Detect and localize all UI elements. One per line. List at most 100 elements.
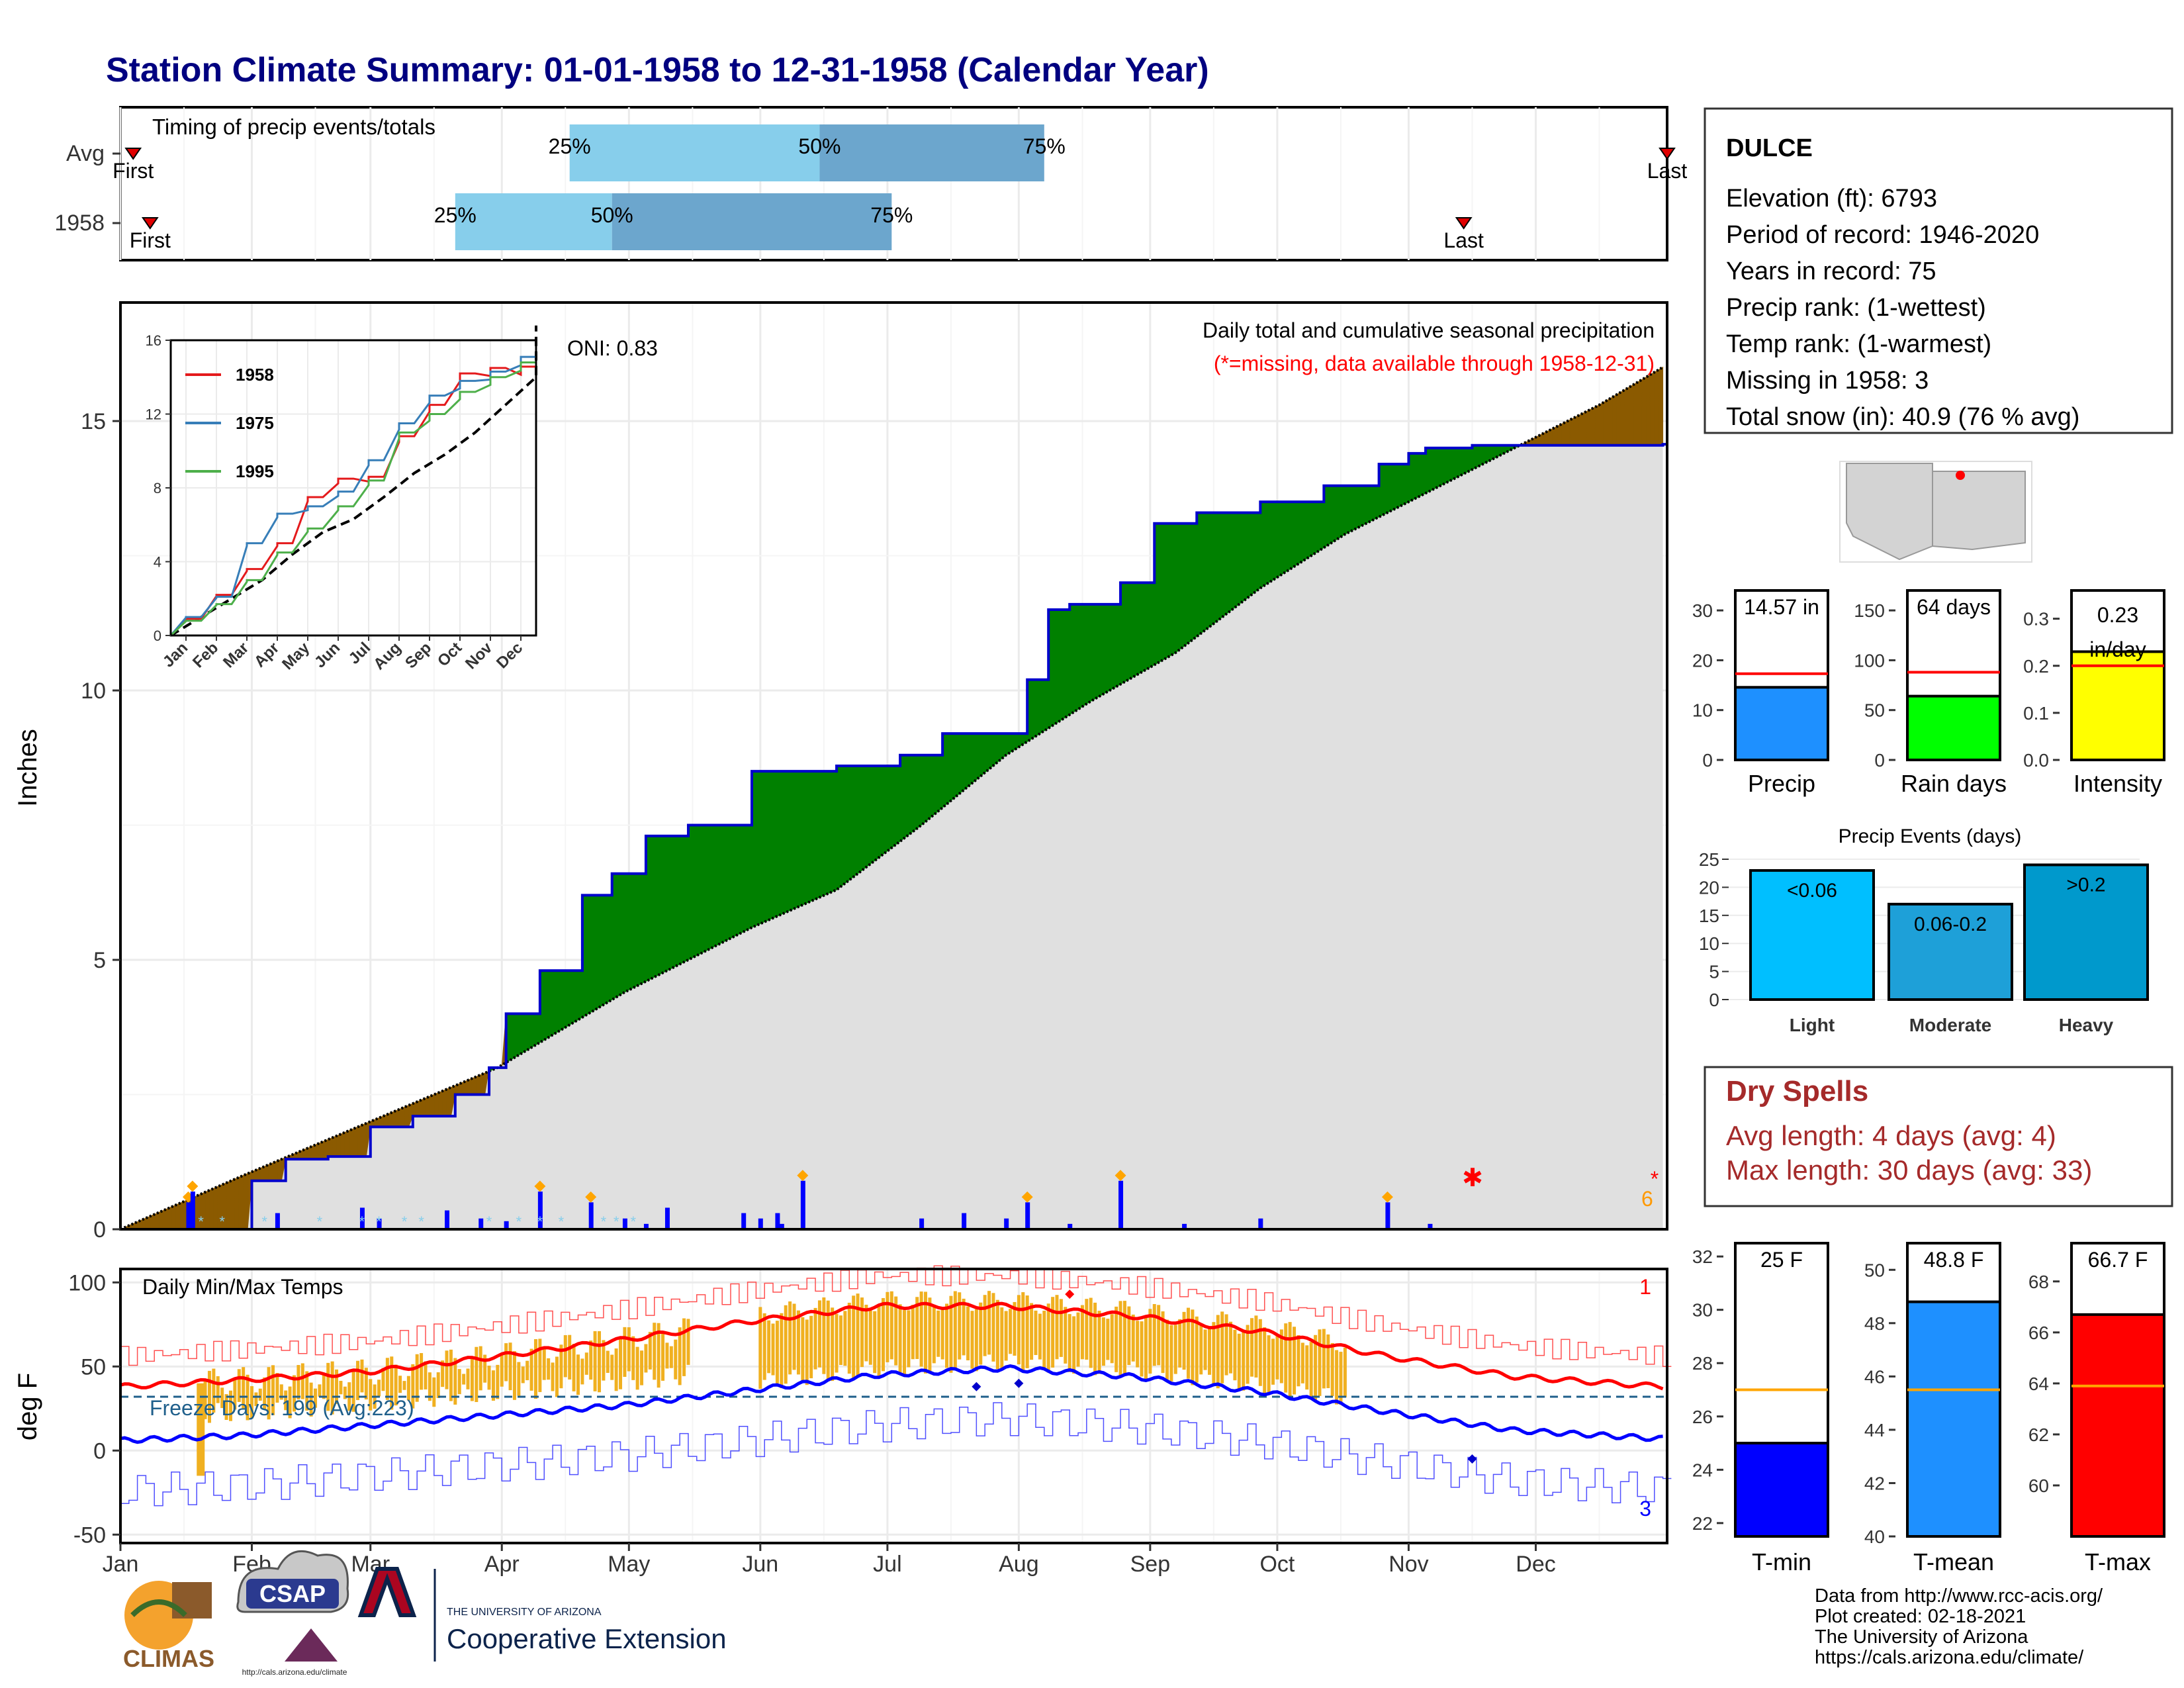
daily-temp-bar — [487, 1366, 491, 1390]
daily-temp-bar — [563, 1335, 567, 1378]
timing-last-label: Last — [1443, 228, 1484, 252]
daily-temp-bar — [788, 1301, 792, 1375]
tmin-count: 3 — [1639, 1497, 1651, 1521]
daily-temp-bar — [1059, 1299, 1063, 1357]
daily-temp-bar — [809, 1315, 813, 1379]
daily-precip-bar — [1025, 1202, 1030, 1229]
daily-temp-bar — [614, 1348, 618, 1391]
daily-temp-bar — [817, 1300, 821, 1368]
timing-last-marker — [1455, 217, 1473, 230]
daily-temp-bar — [1254, 1315, 1258, 1378]
daily-temp-bar — [415, 1354, 419, 1402]
temp-y-tick-label: 100 — [68, 1270, 106, 1295]
temp-y-label: deg F — [13, 1373, 42, 1440]
inset-y-tick-label: 8 — [154, 480, 161, 496]
events-x-label: Moderate — [1909, 1015, 1991, 1035]
snow-marker: * — [537, 1213, 543, 1230]
daily-temp-bar — [678, 1327, 682, 1385]
record-marker — [1467, 1454, 1477, 1464]
daily-temp-bar — [271, 1365, 275, 1415]
temp-tmean-tick-label: 42 — [1864, 1473, 1885, 1493]
station-name: DULCE — [1726, 134, 1813, 162]
precip-y-tick-label: 15 — [81, 409, 106, 434]
daily-temp-bar — [517, 1362, 521, 1396]
inset-y-tick-label: 16 — [146, 332, 161, 349]
temp-tmin-tick-label: 30 — [1692, 1300, 1713, 1321]
timing-q50-q75-bar — [612, 193, 892, 250]
daily-temp-bar — [1271, 1338, 1275, 1385]
daily-temp-bar — [962, 1298, 966, 1356]
daily-temp-bar — [758, 1307, 762, 1389]
temp-tmax-tick-label: 66 — [2028, 1323, 2049, 1343]
heavy-event-marker — [1381, 1191, 1393, 1203]
summary-raindays-label: Rain days — [1901, 770, 2007, 797]
daily-temp-bar — [224, 1394, 228, 1421]
daily-temp-bar — [928, 1297, 932, 1372]
daily-temp-bar — [1246, 1325, 1250, 1384]
daily-temp-bar — [640, 1350, 644, 1385]
daily-temp-bar — [381, 1368, 385, 1391]
temp-tmean: 40 42 44 46 48 50 48.8 F T-mean — [1864, 1242, 2001, 1575]
precip-events-chart: Precip Events (days) 0 5 10 15 20 25 <0.06 Ligh… — [1699, 825, 2149, 1035]
daily-temp-bar — [1157, 1305, 1161, 1366]
daily-temp-bar — [424, 1361, 428, 1389]
daily-temp-bar — [207, 1370, 211, 1423]
daily-temp-bar — [1000, 1307, 1004, 1369]
daily-temp-bar — [1191, 1309, 1195, 1385]
daily-temp-bar — [653, 1323, 657, 1380]
daily-temp-bar — [1131, 1314, 1135, 1362]
daily-temp-bar — [394, 1364, 398, 1406]
inset-y-tick-label: 12 — [146, 406, 161, 423]
missing-caption: (*=missing, data available through 1958-… — [1214, 352, 1655, 375]
daily-precip-bar — [1182, 1223, 1187, 1229]
daily-temp-bar — [525, 1360, 529, 1381]
snow-marker: * — [559, 1213, 565, 1230]
ua-big-text: Cooperative Extension — [447, 1623, 727, 1654]
timing-q25-q50-bar — [455, 193, 612, 250]
snow-marker: * — [486, 1213, 492, 1230]
daily-temp-bar — [568, 1335, 572, 1380]
daily-temp-bar — [466, 1368, 470, 1389]
temp-tmin-bar — [1734, 1442, 1829, 1538]
daily-temp-bar — [1314, 1335, 1318, 1402]
daily-temp-bar — [631, 1336, 635, 1380]
month-tick-label: May — [608, 1552, 650, 1577]
daily-temp-bar — [1106, 1319, 1110, 1360]
ua-logo: THE UNIVERSITY OF ARIZONA Cooperative Ex… — [357, 1567, 727, 1662]
daily-temp-bar — [1237, 1333, 1241, 1389]
summary-bar-charts: 0 10 20 30 14.57 in Precip 0 50 100 150 64 days Rai… — [1692, 589, 2165, 797]
daily-temp-bar — [1021, 1292, 1025, 1371]
daily-temp-bar — [1178, 1319, 1182, 1368]
events-bar-moderate — [1888, 902, 2013, 1001]
observed-cumulative-line — [120, 443, 1667, 1231]
daily-temp-bar — [542, 1347, 546, 1380]
snow-marker: * — [261, 1213, 267, 1230]
daily-precip-bar — [190, 1192, 195, 1229]
daily-temp-bar — [533, 1339, 537, 1399]
inset-y-tick-label: 4 — [154, 554, 161, 571]
summary-raindays-bar — [1906, 694, 2001, 762]
daily-temp-bar — [767, 1320, 771, 1374]
daily-temp-bar — [619, 1336, 623, 1389]
temp-tmax-tick-label: 64 — [2028, 1374, 2049, 1394]
temp-tmean-tick-label: 48 — [1864, 1313, 1885, 1334]
daily-temp-bar — [254, 1392, 258, 1407]
station-precip-rank: Precip rank: (1-wettest) — [1726, 294, 1986, 322]
daily-temp-bar — [669, 1346, 673, 1368]
heavy-event-marker — [1021, 1191, 1033, 1203]
inset-series-line-1995 — [169, 361, 536, 637]
page-title: Station Climate Summary: 01-01-1958 to 1… — [106, 51, 1209, 89]
daily-temp-bar — [1122, 1301, 1126, 1374]
station-elevation: Elevation (ft): 6793 — [1726, 185, 1937, 212]
summary-raindays-value-text: 64 days — [1917, 595, 1991, 619]
month-tick-label: Aug — [999, 1552, 1039, 1577]
dry-spells-max: Max length: 30 days (avg: 33) — [1726, 1154, 2092, 1186]
daily-temp-bar — [1030, 1303, 1034, 1360]
snow-marker: * — [630, 1213, 636, 1230]
timing-first-label: First — [113, 159, 154, 183]
daily-precip-bar — [758, 1218, 763, 1229]
daily-temp-bar — [898, 1304, 902, 1374]
daily-temp-bar — [242, 1367, 246, 1409]
daily-temp-bar — [1208, 1328, 1212, 1375]
summary-precip-tick-label: 20 — [1692, 650, 1713, 671]
